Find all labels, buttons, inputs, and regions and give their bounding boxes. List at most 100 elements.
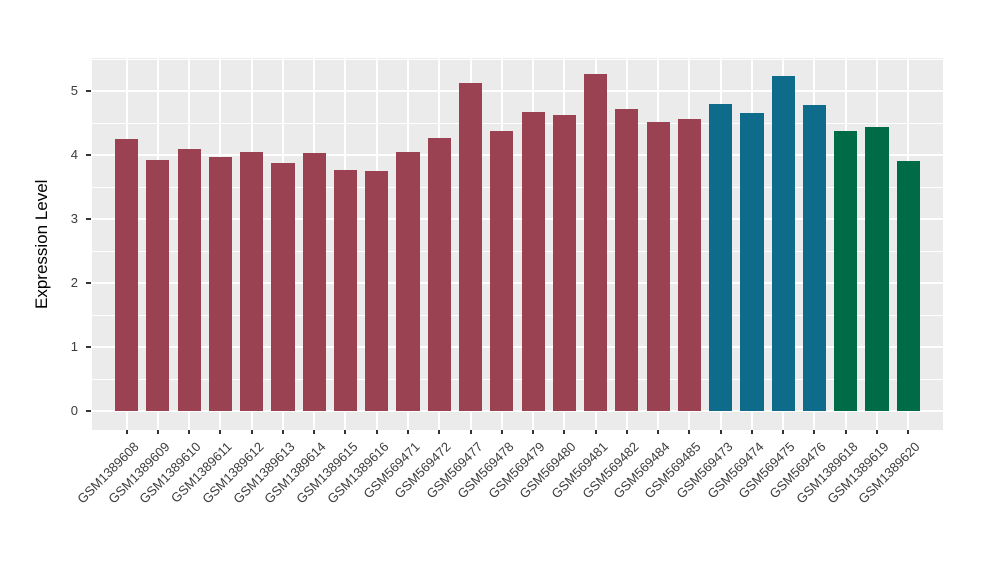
x-tick-mark (375, 430, 378, 434)
bar (646, 121, 670, 411)
gridline-major (92, 346, 943, 348)
bar-area: GSM1389608 GSM1389609 GSM1389610 GSM1389611… (74, 58, 943, 506)
x-tick-mark (438, 430, 441, 434)
x-tick-mark (281, 430, 284, 434)
bar-slot: GSM569476 (767, 58, 830, 501)
gridline-minor (92, 314, 943, 316)
bar (521, 112, 545, 411)
plot-panel: GSM1389608 GSM1389609 GSM1389610 GSM1389611… (74, 58, 943, 506)
bar-slot: GSM569482 (579, 58, 642, 501)
gridline-minor (92, 122, 943, 124)
bar (208, 156, 232, 411)
bar-slot: GSM569471 (360, 58, 423, 501)
y-tick-label: 4 (70, 147, 78, 162)
bar (552, 115, 576, 411)
bar (709, 104, 733, 411)
gridline-minor (92, 378, 943, 380)
y-tick-mark (86, 154, 91, 156)
bar-slot: GSM569485 (642, 58, 705, 501)
x-tick-mark (688, 430, 691, 434)
x-tick-mark (407, 430, 410, 434)
y-tick-label: 0 (70, 403, 78, 418)
y-tick-mark (86, 90, 91, 92)
bar-slot: GSM1389619 (824, 58, 892, 506)
y-tick-label: 1 (70, 339, 78, 354)
x-tick-mark (782, 430, 785, 434)
x-tick-mark (876, 430, 878, 434)
gridline-major (92, 282, 943, 284)
bar-slot: GSM1389613 (230, 58, 298, 506)
bar-slot: GSM569484 (611, 58, 674, 501)
x-tick-mark (188, 430, 191, 434)
gridline-major (92, 90, 943, 92)
gridline-major (92, 218, 943, 220)
bar-slot: GSM1389618 (793, 58, 861, 506)
bar-slot: GSM569478 (454, 58, 517, 501)
bar-slot: GSM569474 (704, 58, 767, 501)
bar (333, 169, 358, 411)
bar-slot: GSM1389615 (293, 58, 361, 506)
bar-slot: GSM1389612 (199, 58, 267, 506)
x-tick-mark (500, 430, 503, 434)
y-tick-label: 3 (70, 211, 78, 226)
y-tick-mark (86, 410, 91, 412)
bar-slot: GSM1389611 (168, 58, 236, 506)
x-tick-mark (156, 430, 159, 434)
y-tick-mark (86, 218, 91, 220)
gridline-major (92, 410, 943, 412)
y-tick-label: 5 (70, 83, 78, 98)
bar (115, 139, 139, 411)
x-tick-mark (813, 430, 816, 434)
bar (834, 130, 858, 411)
y-tick-label: 2 (70, 275, 78, 290)
gridline-minor (92, 186, 943, 188)
bar (302, 153, 326, 411)
x-tick-mark (625, 430, 628, 434)
x-tick-mark (250, 430, 253, 434)
bar-slot: GSM1389616 (324, 58, 392, 506)
x-tick-mark (907, 430, 910, 434)
bar-slot: GSM1389609 (105, 58, 173, 506)
x-tick-mark (219, 430, 222, 434)
bar (771, 76, 795, 411)
bar (271, 162, 295, 411)
bar-slot: GSM569475 (736, 58, 799, 501)
bar (677, 119, 701, 411)
gridline-minor (92, 250, 943, 252)
x-tick-mark (844, 430, 847, 434)
bar (365, 171, 389, 411)
bar-slot: GSM1389614 (262, 58, 330, 506)
bar (865, 127, 889, 411)
bar (490, 130, 514, 411)
x-tick-mark (719, 430, 722, 434)
bar (240, 152, 264, 411)
x-tick-mark (563, 430, 566, 434)
bar (177, 149, 201, 411)
bar (427, 138, 451, 411)
bar (458, 83, 483, 411)
bar (740, 112, 764, 411)
x-tick-mark (125, 430, 128, 434)
bar-slot: GSM1389610 (136, 58, 205, 506)
x-tick-mark (469, 430, 472, 434)
bar-slot: GSM569481 (548, 58, 611, 501)
gridline-minor (92, 58, 943, 60)
bar-slot: GSM569480 (517, 58, 580, 501)
bar-slot: GSM569479 (485, 58, 548, 501)
bar-slot: GSM569472 (392, 58, 455, 501)
x-tick-mark (313, 430, 316, 434)
y-axis-title: Expression Level (32, 179, 51, 309)
bar (146, 160, 170, 411)
x-tick-mark (344, 430, 347, 434)
y-tick-mark (86, 346, 91, 348)
bar (396, 152, 420, 411)
bar (615, 108, 639, 411)
x-tick-mark (532, 430, 535, 434)
bar-slot: GSM1389620 (856, 58, 924, 506)
bar-slot: GSM569477 (423, 58, 486, 501)
x-tick-mark (594, 430, 597, 434)
bar (802, 105, 827, 411)
y-tick-mark (86, 282, 91, 284)
gridline-major (92, 154, 943, 156)
